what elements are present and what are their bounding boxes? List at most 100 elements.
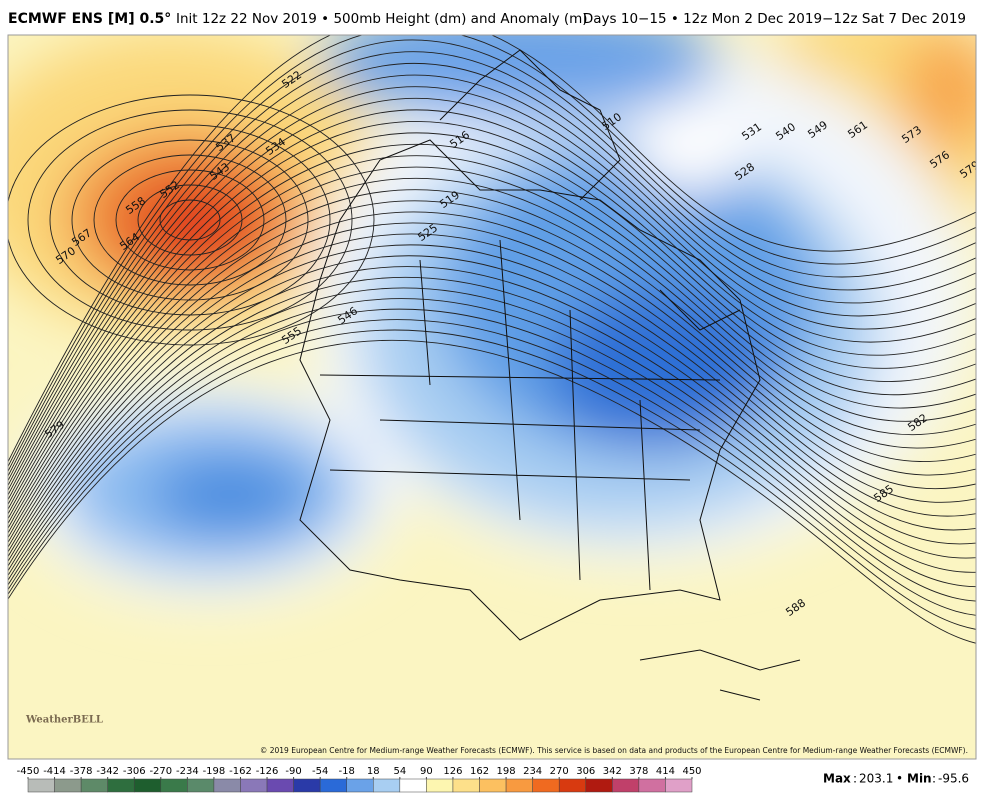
- contour-line: [8, 177, 976, 530]
- colorbar-tick-label: 270: [550, 766, 569, 777]
- logo: WeatherBELL: [25, 715, 103, 726]
- contour-line: [8, 132, 976, 511]
- colorbar-swatch: [160, 778, 188, 793]
- contour-line: [8, 244, 976, 558]
- colorbar-swatch: [54, 778, 82, 793]
- colorbar-tick-label: -18: [339, 766, 355, 777]
- subtitle: Init 12z 22 Nov 2019 • 500mb Height (dm)…: [176, 11, 588, 27]
- colorbar-tick-label: -378: [70, 766, 93, 777]
- min-value: -95.6: [938, 772, 969, 786]
- contour-line: [8, 155, 976, 520]
- contour-line: [49, 124, 331, 316]
- colorbar-tick-label: -234: [176, 766, 199, 777]
- contour-line: [8, 340, 976, 644]
- contour-line: [8, 266, 976, 568]
- colorbar-tick-label: 126: [443, 766, 462, 777]
- colorbar-swatch: [505, 778, 533, 793]
- contour-line: [8, 94, 375, 346]
- colorbar-tick-label: -90: [285, 766, 301, 777]
- colon: :: [932, 772, 936, 786]
- colon: :: [853, 772, 857, 786]
- colorbar-swatch: [373, 778, 401, 793]
- contour-line: [8, 189, 976, 535]
- colorbar-swatch: [27, 778, 55, 793]
- separator: •: [896, 772, 903, 786]
- contour-line: [8, 255, 976, 563]
- colorbar-swatch: [213, 778, 241, 793]
- copyright: © 2019 European Centre for Medium-range …: [260, 746, 968, 755]
- contour-line: [8, 51, 976, 478]
- max-value: 203.1: [859, 772, 893, 786]
- contour-line: [8, 298, 976, 587]
- contour-line: [8, 222, 976, 549]
- colorbar-swatch: [665, 778, 693, 793]
- colorbar-tick-label: -342: [96, 766, 119, 777]
- colorbar-swatch: [638, 778, 666, 793]
- contour-line: [8, 109, 976, 501]
- contour-line: [8, 287, 976, 577]
- colorbar-tick-label: 18: [367, 766, 380, 777]
- colorbar-swatch: [266, 778, 294, 793]
- contour-line: [8, 39, 976, 473]
- contour-line: [8, 35, 976, 463]
- contour-line: [8, 276, 976, 572]
- colorbar-tick-label: 414: [656, 766, 675, 777]
- stats: Max : 203.1 • Min : -95.6: [823, 772, 969, 786]
- colorbar-swatch: [558, 778, 587, 793]
- colorbar-tick-label: 450: [682, 766, 701, 777]
- colorbar-swatch: [612, 778, 640, 793]
- colorbar-tick-label: 378: [629, 766, 648, 777]
- colorbar-tick-label: -126: [256, 766, 279, 777]
- colorbar-tick-label: -306: [123, 766, 146, 777]
- colorbar-tick-label: 54: [393, 766, 406, 777]
- contour-line: [137, 184, 243, 256]
- max-label: Max: [823, 772, 851, 786]
- colorbar-tick-label: -450: [17, 766, 40, 777]
- colorbar-tick-label: -162: [229, 766, 252, 777]
- colorbar-swatch: [399, 778, 427, 793]
- colorbar-swatch: [133, 778, 162, 793]
- colorbar-tick-label: 342: [603, 766, 622, 777]
- colorbar-swatch: [532, 778, 560, 793]
- colorbar-tick-label: 90: [420, 766, 433, 777]
- colorbar-swatch: [346, 778, 374, 793]
- contour-line: [8, 211, 976, 544]
- contour-line: [8, 121, 976, 506]
- contour-line: [8, 35, 976, 468]
- colorbar-swatch: [452, 778, 480, 793]
- colorbar-swatch: [585, 778, 613, 793]
- colorbar-tick-label: -198: [203, 766, 226, 777]
- colorbar-swatch: [240, 778, 268, 793]
- colorbar-tick-label: 234: [523, 766, 542, 777]
- valid-time: Days 10−15 • 12z Mon 2 Dec 2019−12z Sat …: [583, 11, 966, 27]
- min-label: Min: [907, 772, 932, 786]
- contour-line: [8, 200, 976, 539]
- colorbar-tick-label: 162: [470, 766, 489, 777]
- title: ECMWF ENS [M] 0.5°: [8, 11, 171, 27]
- colorbar-tick-label: -54: [312, 766, 328, 777]
- contour-line: [71, 139, 309, 301]
- colorbar-swatch: [426, 778, 454, 793]
- colorbar-swatch: [107, 778, 135, 793]
- contour-line: [8, 63, 976, 482]
- contour-line: [8, 143, 976, 516]
- contour-line: [8, 97, 976, 497]
- contour-line: [8, 329, 976, 630]
- colorbar-swatch: [319, 778, 347, 793]
- colorbar: -450 -414 -378 -342 -306 -270 -234 -198 -162 -126…: [17, 766, 702, 793]
- map-frame: [7, 34, 977, 760]
- contour-line: [8, 233, 976, 553]
- contour-line: [115, 169, 265, 271]
- colorbar-tick-label: 198: [497, 766, 516, 777]
- contour-line: [8, 319, 976, 616]
- colorbar-tick-label: -270: [149, 766, 172, 777]
- colorbar-swatch: [479, 778, 507, 793]
- colorbar-tick-label: -414: [43, 766, 66, 777]
- contour-line: [27, 109, 353, 331]
- colorbar-swatch: [80, 778, 108, 793]
- colorbar-swatch: [293, 778, 321, 793]
- contour-line: [8, 86, 976, 492]
- contour-line: [8, 308, 976, 602]
